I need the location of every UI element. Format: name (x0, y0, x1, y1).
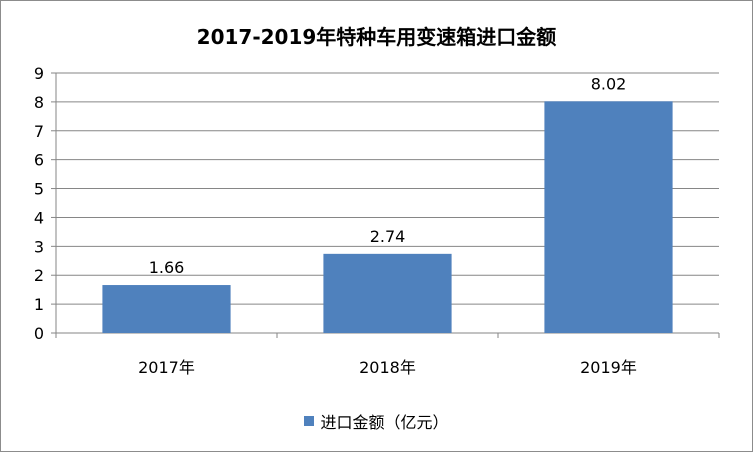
x-tick-label: 2019年 (580, 358, 637, 377)
data-label: 2.74 (370, 227, 406, 246)
y-tick-label: 8 (34, 93, 44, 112)
y-tick-label: 2 (34, 266, 44, 285)
legend-label: 进口金额（亿元） (320, 413, 449, 432)
chart-title: 2017-2019年特种车用变速箱进口金额 (196, 25, 557, 49)
data-label: 1.66 (149, 258, 185, 277)
y-tick-label: 6 (34, 151, 44, 170)
legend: 进口金额（亿元） (1, 409, 752, 433)
y-tick-label: 3 (34, 237, 44, 256)
y-tick-label: 5 (34, 180, 44, 199)
y-tick-label: 4 (34, 208, 44, 227)
y-tick-label: 9 (34, 64, 44, 83)
bar (102, 285, 231, 333)
y-tick-label: 7 (34, 122, 44, 141)
bar (323, 253, 452, 333)
y-tick-label: 0 (34, 324, 44, 343)
x-tick-label: 2018年 (359, 358, 416, 377)
legend-swatch (304, 416, 315, 426)
bar (544, 101, 673, 333)
data-label: 8.02 (591, 74, 627, 93)
y-tick-label: 1 (34, 295, 44, 314)
x-tick-label: 2017年 (138, 358, 195, 377)
